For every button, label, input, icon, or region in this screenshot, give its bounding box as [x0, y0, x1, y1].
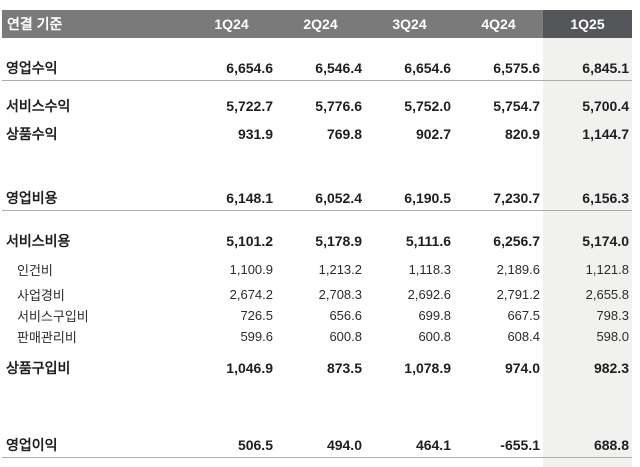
cell-value: 656.6: [329, 308, 362, 323]
cell-value: 6,546.4: [315, 59, 362, 76]
table-header-row: 연결 기준 1Q24 2Q24 3Q24 4Q24 1Q25: [2, 10, 632, 38]
row-spacer: [2, 347, 632, 355]
row-label: 영업이익: [6, 436, 58, 453]
cell-value: 2,692.6: [407, 286, 451, 302]
row-label: 영업수익: [6, 59, 58, 76]
column-header: 3Q24: [365, 10, 454, 38]
row-spacer: [2, 38, 632, 55]
cell-value: 608.4: [507, 329, 540, 344]
row-label: 상품수익: [6, 126, 58, 142]
cell-value: 667.5: [507, 308, 540, 323]
cell-value: 2,655.8: [585, 286, 629, 302]
row-label: 사업경비: [17, 287, 65, 303]
row-label: 서비스비용: [6, 233, 71, 249]
cell-value: 688.8: [593, 436, 629, 453]
table-row: 상품구입비 1,046.9 873.5 1,078.9 974.0 982.3: [2, 355, 632, 381]
cell-value: 769.8: [326, 126, 362, 142]
column-header: 1Q24: [187, 10, 276, 38]
cell-value: 6,654.6: [404, 59, 451, 76]
cell-value: 1,118.3: [408, 261, 451, 277]
cell-value: 5,178.9: [315, 233, 362, 249]
cell-value: 5,101.2: [226, 233, 273, 249]
cell-value: 5,754.7: [493, 98, 540, 114]
cell-value: 982.3: [593, 360, 629, 376]
cell-value: 2,791.2: [496, 286, 540, 302]
row-spacer: [2, 148, 632, 185]
table-row: 영업비용 6,148.1 6,052.4 6,190.5 7,230.7 6,156.3: [2, 185, 632, 211]
cell-value: 1,121.8: [585, 261, 629, 277]
cell-value: 5,174.0: [582, 233, 629, 249]
cell-value: 2,189.6: [496, 261, 540, 277]
table-row: 서비스수익 5,722.7 5,776.6 5,752.0 5,754.7 5,700.4: [2, 92, 632, 120]
cell-value: 494.0: [326, 436, 362, 453]
column-header: 1Q25: [543, 10, 632, 38]
cell-value: 6,256.7: [493, 233, 540, 249]
cell-value: 5,752.0: [404, 98, 451, 114]
cell-value: 5,722.7: [226, 98, 273, 114]
row-label: 인건비: [17, 262, 53, 278]
cell-value: 2,708.3: [318, 286, 362, 302]
cell-value: 598.0: [596, 329, 629, 344]
cell-value: 6,156.3: [582, 189, 629, 206]
row-label: 상품구입비: [6, 360, 71, 376]
cell-value: 6,845.1: [582, 59, 629, 76]
cell-value: 974.0: [504, 360, 540, 376]
cell-value: 6,654.6: [226, 59, 273, 76]
table-content: 연결 기준 1Q24 2Q24 3Q24 4Q24 1Q25 영업수익 6,654.6 6,…: [2, 0, 632, 458]
cell-value: 5,700.4: [582, 98, 629, 114]
row-spacer: [2, 381, 632, 432]
cell-value: 464.1: [415, 436, 451, 453]
cell-value: 6,052.4: [315, 189, 362, 206]
cell-value: 506.5: [237, 436, 273, 453]
cell-value: 600.8: [418, 329, 451, 344]
row-spacer: [2, 81, 632, 92]
cell-value: 699.8: [418, 308, 451, 323]
highlighted-column-background: [543, 38, 632, 467]
table-row: 영업이익 506.5 494.0 464.1 -655.1 688.8: [2, 432, 632, 458]
cell-value: 6,190.5: [404, 189, 451, 206]
cell-value: 1,144.7: [582, 126, 629, 142]
cell-value: 1,046.9: [226, 360, 273, 376]
row-label: 서비스구입비: [17, 309, 89, 324]
cell-value: 873.5: [326, 360, 362, 376]
table-row: 서비스구입비 726.5 656.6 699.8 667.5 798.3: [2, 305, 632, 326]
table-rows: 영업수익 6,654.6 6,546.4 6,654.6 6,575.6 6,845.1 서…: [2, 38, 632, 458]
row-label: 영업비용: [6, 189, 58, 206]
table-row: 영업수익 6,654.6 6,546.4 6,654.6 6,575.6 6,845.1: [2, 55, 632, 81]
top-spacer: [2, 0, 632, 10]
table-row: 판매관리비 599.6 600.8 600.8 608.4 598.0: [2, 326, 632, 347]
column-header: 2Q24: [276, 10, 365, 38]
table-row: 인건비 1,100.9 1,213.2 1,118.3 2,189.6 1,121.8: [2, 255, 632, 283]
column-header: 4Q24: [454, 10, 543, 38]
cell-value: 1,078.9: [404, 360, 451, 376]
cell-value: 6,575.6: [493, 59, 540, 76]
row-label: 판매관리비: [17, 330, 77, 345]
cell-value: 1,213.2: [318, 261, 362, 277]
cell-value: 931.9: [237, 126, 273, 142]
cell-value: 726.5: [240, 308, 273, 323]
cell-value: 5,776.6: [315, 98, 362, 114]
cell-value: 902.7: [415, 126, 451, 142]
table-corner-label: 연결 기준: [2, 10, 187, 38]
table-row: 사업경비 2,674.2 2,708.3 2,692.6 2,791.2 2,655.8: [2, 283, 632, 305]
cell-value: 6,148.1: [226, 189, 273, 206]
row-label: 서비스수익: [6, 98, 71, 114]
cell-value: 798.3: [596, 308, 629, 323]
cell-value: 7,230.7: [493, 189, 540, 206]
cell-value: 1,100.9: [229, 261, 273, 277]
cell-value: 599.6: [240, 329, 273, 344]
cell-value: 600.8: [329, 329, 362, 344]
cell-value: 5,111.6: [405, 233, 451, 249]
row-spacer: [2, 211, 632, 227]
table-row: 상품수익 931.9 769.8 902.7 820.9 1,144.7: [2, 120, 632, 148]
cell-value: -655.1: [500, 436, 540, 453]
cell-value: 2,674.2: [229, 286, 273, 302]
cell-value: 820.9: [504, 126, 540, 142]
table-row: 서비스비용 5,101.2 5,178.9 5,111.6 6,256.7 5,174.0: [2, 227, 632, 255]
